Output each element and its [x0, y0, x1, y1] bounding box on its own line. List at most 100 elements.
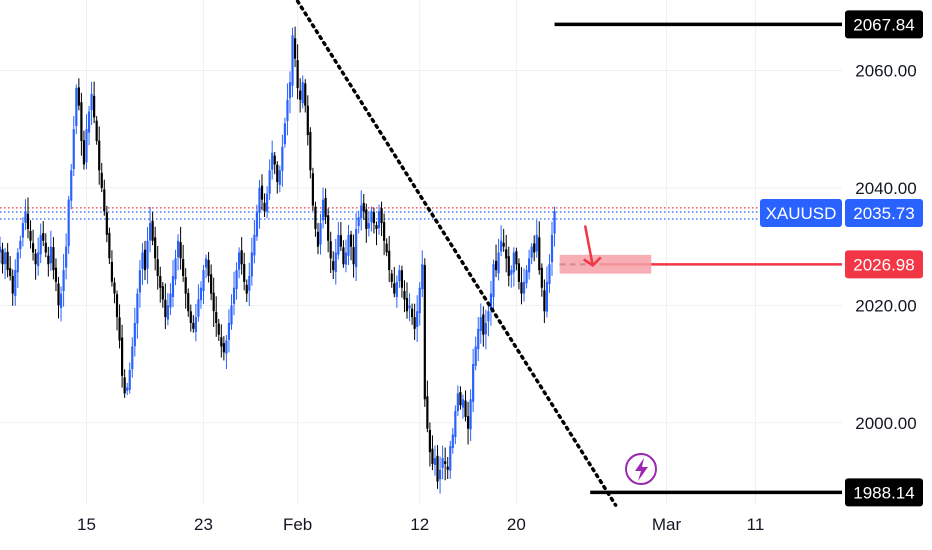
candle-body [304, 83, 307, 106]
candle-body [1, 249, 4, 265]
candle-body [309, 131, 312, 171]
candle-body [90, 93, 93, 111]
candle-body [126, 387, 129, 391]
candle-body [301, 82, 304, 104]
candle-body [472, 364, 475, 402]
candle-body [525, 270, 528, 284]
time-axis: 15 23 Feb 12 20 Mar 11 [77, 515, 764, 534]
candle-body [388, 250, 391, 271]
candle-body [238, 252, 241, 270]
lightning-icon[interactable] [625, 453, 657, 485]
candle-body [299, 90, 302, 100]
candle-body [3, 252, 7, 265]
symbol-tag-box [760, 198, 842, 227]
candle-body [235, 270, 238, 289]
candle-body [82, 140, 86, 165]
candle-body [95, 120, 98, 141]
candle-body [423, 265, 426, 400]
candle-body [339, 235, 342, 247]
candle-body [87, 111, 91, 133]
candle-body [314, 206, 317, 230]
candle-body [413, 317, 416, 329]
candle-body [148, 223, 152, 241]
candle-body [16, 252, 19, 273]
candle-body [451, 434, 454, 449]
candle-body [456, 393, 459, 412]
candle-body [444, 461, 447, 464]
candle-body [182, 259, 185, 276]
candle-body [115, 294, 119, 318]
candle-body [515, 251, 518, 265]
candle-body [464, 400, 467, 417]
candle-body [375, 224, 378, 230]
candle-body [31, 243, 35, 253]
candle-body [248, 275, 251, 291]
candle-body [54, 267, 58, 282]
candle-body [433, 458, 437, 465]
candle-body [383, 222, 386, 241]
candle-body [215, 312, 218, 323]
candle-body [271, 152, 274, 170]
candle-body [283, 123, 287, 145]
candle-body [393, 283, 396, 294]
candle-body [220, 337, 223, 347]
candle-body [365, 209, 368, 230]
candle-body [49, 246, 52, 264]
candle-body [202, 270, 205, 292]
candle-body [62, 270, 65, 292]
candle-body [385, 243, 388, 253]
candle-body [0, 246, 2, 253]
entry-zone-box [559, 254, 652, 274]
candle-body [268, 170, 271, 194]
candle-body [276, 164, 279, 183]
candle-body [232, 287, 236, 304]
candle-body [454, 411, 457, 438]
candle-body [171, 275, 175, 297]
candle-body [121, 337, 124, 376]
candle-body [497, 252, 500, 274]
candle-body [540, 267, 543, 288]
candle-body [156, 259, 159, 276]
symbol-tag: XAUUSD [760, 198, 842, 227]
time-tick-label: 23 [194, 515, 213, 534]
last-price-tag-text: 2035.73 [853, 204, 914, 223]
candle-body [189, 311, 192, 323]
candle-body [240, 250, 243, 265]
candle-body [324, 197, 327, 218]
candle-body [474, 346, 477, 366]
candle-body [24, 211, 27, 223]
candle-body [250, 252, 253, 277]
candle-body [258, 187, 261, 213]
candle-body [535, 234, 538, 252]
candle-body [494, 260, 498, 271]
candle-body [210, 274, 213, 294]
candle-body [329, 241, 332, 259]
candle-body [103, 189, 106, 212]
candle-body [207, 259, 210, 276]
trendline-path[interactable] [295, 0, 618, 507]
candle-body [37, 252, 40, 267]
candle-body [70, 170, 73, 201]
descending-trendline[interactable] [295, 0, 618, 507]
candle-body [436, 455, 439, 482]
lower-target-price-tag: 1988.14 [845, 478, 923, 507]
candle-body [403, 291, 406, 300]
candle-body [57, 283, 60, 306]
candle-body [110, 261, 114, 282]
candle-body [230, 305, 233, 325]
candle-body [146, 240, 149, 269]
candle-body [479, 317, 482, 331]
entry-price-tag-text: 2026.98 [853, 255, 914, 274]
candle-body [281, 146, 284, 171]
candle-body [128, 369, 131, 390]
candle-body [360, 205, 363, 219]
last-price-tag: 2035.73 [845, 198, 923, 227]
candle-body [449, 446, 452, 471]
candle-body [380, 208, 383, 224]
candle-body [416, 311, 419, 327]
price-tick-label: 2000.00 [855, 414, 916, 433]
candle-body [344, 252, 348, 265]
candle-body [489, 293, 493, 310]
candle-body [131, 346, 134, 370]
